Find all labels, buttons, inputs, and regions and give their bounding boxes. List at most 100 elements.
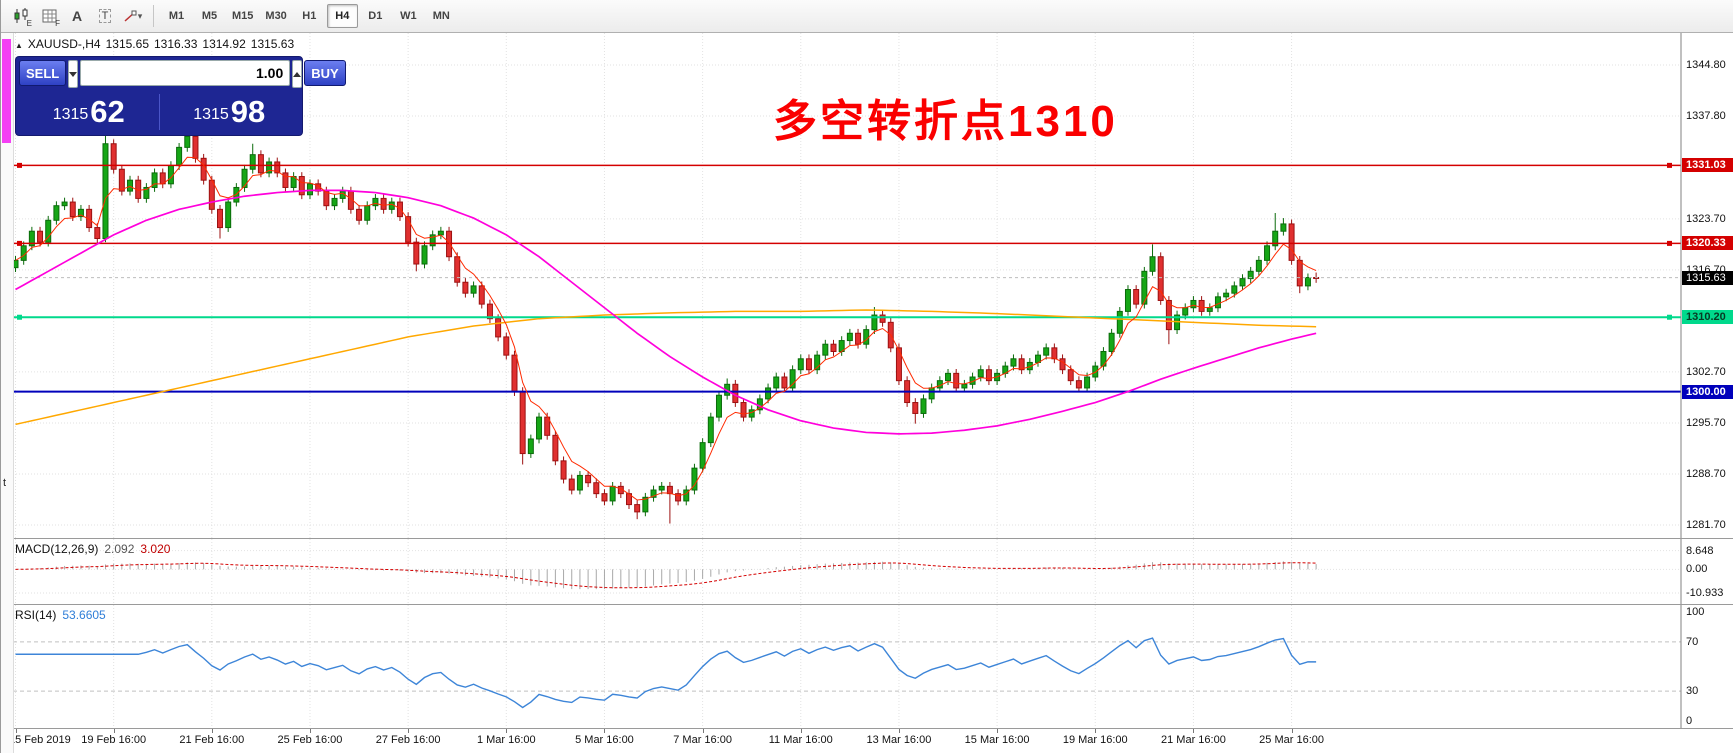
chart-symbol-timeframe: XAUUSD-,H4: [27, 37, 101, 51]
text-label-icon: T: [98, 9, 112, 23]
rsi-axis[interactable]: 100 70 30 0: [1682, 605, 1733, 727]
rsi-label: RSI(14) 53.6605: [15, 608, 106, 622]
timeframe-m5[interactable]: M5: [194, 4, 225, 28]
macd-pane[interactable]: MACD(12,26,9) 2.092 3.020: [1, 538, 1733, 604]
caret-down-icon: [69, 71, 78, 77]
current-price-label: 1315.63: [1682, 270, 1733, 285]
time-tick-label: 21 Feb 16:00: [179, 734, 245, 746]
rsi-axis-tick: 0: [1686, 715, 1693, 727]
volume-decrease-button[interactable]: [68, 60, 79, 88]
volume-input[interactable]: [80, 60, 291, 86]
time-tick-mark: [15, 729, 17, 733]
macd-axis[interactable]: 8.648 0.00 -10.933: [1682, 539, 1733, 603]
timeframe-w1[interactable]: W1: [393, 4, 424, 28]
grid-chart-button[interactable]: F: [36, 3, 62, 29]
timeframe-h1[interactable]: H1: [294, 4, 325, 28]
text-a-icon: A: [71, 8, 83, 24]
price-tick: 1295.70: [1686, 416, 1726, 429]
time-tick-label: 19 Mar 16:00: [1062, 734, 1128, 746]
time-tick-label: 15 Feb 2019: [9, 734, 71, 746]
time-tick-mark: [408, 729, 410, 733]
timeframe-m30[interactable]: M30: [260, 4, 291, 28]
sell-button[interactable]: SELL: [19, 60, 67, 86]
level-price-label: 1300.00: [1682, 384, 1733, 399]
sell-price-main: 1315: [52, 106, 89, 123]
chart-header: ▲ XAUUSD-,H4 1315.65 1316.33 1314.92 1315.63: [15, 37, 299, 51]
icon-badge: E: [26, 19, 32, 28]
macd-canvas[interactable]: [1, 539, 1733, 604]
ohlc-high: 1316.33: [154, 37, 198, 51]
time-tick-mark: [800, 729, 802, 733]
buy-price-display[interactable]: 1315 98: [160, 96, 300, 130]
time-tick-mark: [604, 729, 606, 733]
timeframe-button-group: M1 M5 M15 M30 H1 H4 D1 W1 MN: [160, 4, 458, 28]
timeframe-m1[interactable]: M1: [161, 4, 192, 28]
time-tick-mark: [898, 729, 900, 733]
macd-signal-value: 3.020: [140, 542, 171, 556]
collapse-chart-icon[interactable]: ▲: [15, 41, 23, 50]
rsi-name: RSI(14): [15, 608, 57, 622]
drawing-tools-icon: [124, 10, 137, 22]
time-tick-mark: [1095, 729, 1097, 733]
caret-up-icon: [293, 71, 302, 77]
level-price-label: 1331.03: [1682, 158, 1733, 173]
volume-increase-button[interactable]: [292, 60, 303, 88]
ohlc-open: 1315.65: [105, 37, 149, 51]
time-axis[interactable]: 15 Feb 2019 19 Feb 16:00 21 Feb 16:00 25 Fe…: [1, 728, 1733, 754]
rsi-value: 53.6605: [62, 608, 106, 622]
candlestick-chart-button[interactable]: E: [8, 3, 34, 29]
price-axis[interactable]: 1344.801337.801323.701316.701302.701295.…: [1682, 33, 1733, 538]
main-chart-canvas[interactable]: [1, 33, 1733, 538]
one-click-trading-panel: SELL BUY 1315 62 1315 98: [15, 56, 346, 136]
buy-button[interactable]: BUY: [304, 60, 346, 86]
rsi-axis-tick: 100: [1686, 606, 1705, 618]
timeframe-mn[interactable]: MN: [426, 4, 457, 28]
trade-panel-controls: SELL BUY: [19, 60, 346, 88]
time-tick-label: 7 Mar 16:00: [673, 734, 732, 746]
time-tick-label: 5 Mar 16:00: [575, 734, 634, 746]
magenta-marker: [2, 39, 11, 143]
time-tick-label: 27 Feb 16:00: [375, 734, 441, 746]
time-tick-label: 21 Mar 16:00: [1160, 734, 1226, 746]
time-tick-label: 15 Mar 16:00: [964, 734, 1030, 746]
timeframe-m15[interactable]: M15: [227, 4, 258, 28]
time-tick-mark: [1291, 729, 1293, 733]
timeframe-d1[interactable]: D1: [360, 4, 391, 28]
macd-main-value: 2.092: [104, 542, 135, 556]
time-tick-label: 11 Mar 16:00: [768, 734, 833, 746]
price-tick: 1323.70: [1686, 212, 1726, 225]
buy-price-main: 1315: [193, 106, 229, 123]
time-tick-label: 13 Mar 16:00: [866, 734, 932, 746]
sell-price-pips: 62: [90, 94, 125, 129]
time-tick-label: 25 Feb 16:00: [277, 734, 343, 746]
strip-text: t: [3, 477, 7, 489]
level-price-label: 1320.33: [1682, 236, 1733, 251]
rsi-pane[interactable]: RSI(14) 53.6605: [1, 604, 1733, 728]
macd-name: MACD(12,26,9): [15, 542, 99, 556]
time-tick-mark: [1193, 729, 1195, 733]
price-tick: 1281.70: [1686, 518, 1726, 531]
macd-axis-tick: -10.933: [1686, 587, 1724, 600]
time-tick-label: 19 Feb 16:00: [81, 734, 147, 746]
drawing-tools-button[interactable]: ▾: [120, 3, 146, 29]
time-tick-label: 25 Mar 16:00: [1259, 734, 1324, 746]
time-tick-mark: [702, 729, 704, 733]
text-label-tool-button[interactable]: T: [92, 3, 118, 29]
candlestick-chart-icon: [14, 8, 27, 23]
main-chart-pane[interactable]: ▲ XAUUSD-,H4 1315.65 1316.33 1314.92 1315.63 …: [1, 33, 1733, 538]
grid-icon: [42, 9, 56, 23]
level-price-label: 1310.20: [1682, 310, 1733, 325]
timeframe-h4[interactable]: H4: [326, 4, 358, 28]
text-tool-button[interactable]: A: [64, 3, 90, 29]
time-tick-mark: [309, 729, 311, 733]
macd-label: MACD(12,26,9) 2.092 3.020: [15, 542, 170, 556]
rsi-canvas[interactable]: [1, 605, 1733, 728]
trade-panel-divider: [158, 94, 160, 130]
ohlc-low: 1314.92: [202, 37, 246, 51]
price-tick: 1344.80: [1686, 59, 1726, 71]
chart-annotation[interactable]: 多空转折点1310: [773, 97, 1118, 146]
left-toolbar-strip: t: [1, 33, 14, 753]
sell-price-display[interactable]: 1315 62: [19, 96, 159, 130]
icon-badge: F: [55, 19, 60, 28]
